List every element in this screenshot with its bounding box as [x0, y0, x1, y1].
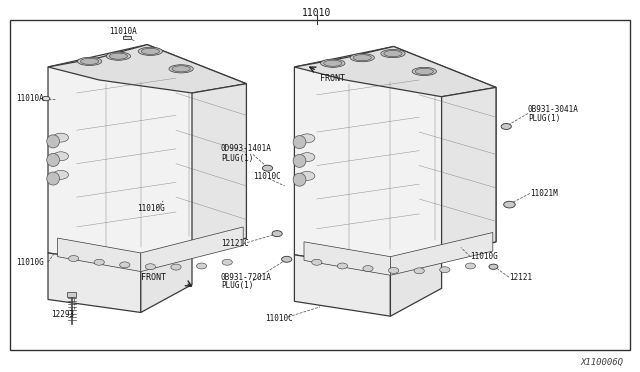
Text: 11010G: 11010G [138, 204, 165, 213]
Text: 11010: 11010 [302, 8, 332, 18]
Ellipse shape [293, 173, 306, 186]
Ellipse shape [138, 47, 163, 55]
Ellipse shape [381, 49, 405, 58]
Polygon shape [48, 45, 246, 93]
Ellipse shape [415, 68, 433, 74]
Text: PLUG(1): PLUG(1) [221, 281, 253, 290]
Ellipse shape [293, 154, 306, 167]
Circle shape [53, 152, 68, 161]
Ellipse shape [384, 51, 402, 57]
Text: 11010G: 11010G [470, 252, 498, 261]
Circle shape [300, 153, 315, 161]
Circle shape [363, 266, 373, 272]
Text: FRONT: FRONT [141, 273, 166, 282]
Ellipse shape [106, 52, 131, 60]
Circle shape [272, 231, 282, 237]
Polygon shape [48, 45, 246, 266]
Text: X110006Q: X110006Q [581, 358, 624, 367]
Text: PLUG(1): PLUG(1) [528, 114, 561, 123]
Ellipse shape [172, 66, 190, 72]
Ellipse shape [141, 48, 159, 54]
Circle shape [312, 259, 322, 265]
Ellipse shape [293, 136, 306, 149]
Text: PLUG(1): PLUG(1) [221, 154, 253, 163]
Circle shape [196, 263, 207, 269]
Circle shape [53, 133, 68, 142]
Ellipse shape [321, 59, 345, 67]
Text: 11010G: 11010G [16, 258, 44, 267]
Ellipse shape [47, 172, 60, 185]
Polygon shape [58, 238, 141, 272]
Polygon shape [294, 46, 496, 97]
Ellipse shape [353, 55, 371, 61]
Text: 11010C: 11010C [266, 314, 293, 323]
Circle shape [388, 267, 399, 273]
Ellipse shape [350, 54, 374, 62]
Text: 11010A: 11010A [16, 94, 44, 103]
Circle shape [282, 256, 292, 262]
Circle shape [501, 124, 511, 129]
Circle shape [300, 134, 315, 143]
Text: 0D993-1401A: 0D993-1401A [221, 144, 271, 153]
Circle shape [120, 262, 130, 268]
Circle shape [300, 171, 315, 180]
Circle shape [68, 256, 79, 262]
Polygon shape [294, 255, 390, 316]
Text: FRONT: FRONT [320, 74, 345, 83]
Circle shape [414, 268, 424, 274]
Polygon shape [304, 242, 390, 275]
Text: 12121C: 12121C [221, 239, 248, 248]
Ellipse shape [412, 67, 436, 76]
Circle shape [262, 165, 273, 171]
Circle shape [53, 170, 68, 179]
Text: 0B931-7201A: 0B931-7201A [221, 273, 271, 282]
Polygon shape [141, 227, 243, 272]
Circle shape [171, 264, 181, 270]
Circle shape [465, 263, 476, 269]
Ellipse shape [169, 65, 193, 73]
Text: 0B931-3041A: 0B931-3041A [528, 105, 579, 114]
Ellipse shape [81, 58, 99, 64]
Circle shape [145, 264, 156, 270]
Bar [67, 292, 76, 297]
Text: 12293: 12293 [51, 310, 74, 319]
Circle shape [222, 259, 232, 265]
Ellipse shape [47, 154, 60, 167]
Circle shape [337, 263, 348, 269]
Ellipse shape [47, 135, 60, 148]
Text: 11021M: 11021M [530, 189, 557, 198]
Polygon shape [48, 253, 141, 312]
Polygon shape [390, 232, 493, 275]
Circle shape [94, 259, 104, 265]
Circle shape [42, 96, 50, 101]
Polygon shape [390, 87, 496, 316]
Circle shape [440, 267, 450, 273]
Ellipse shape [324, 60, 342, 66]
Bar [10, 20, 630, 350]
Text: 12121: 12121 [509, 273, 532, 282]
Text: 11010A: 11010A [109, 27, 136, 36]
Ellipse shape [77, 57, 102, 65]
Polygon shape [294, 46, 496, 270]
Circle shape [489, 264, 498, 269]
Ellipse shape [109, 53, 127, 59]
Polygon shape [141, 84, 246, 312]
Text: 11010C: 11010C [253, 172, 280, 181]
Circle shape [504, 201, 515, 208]
Bar [123, 36, 131, 39]
